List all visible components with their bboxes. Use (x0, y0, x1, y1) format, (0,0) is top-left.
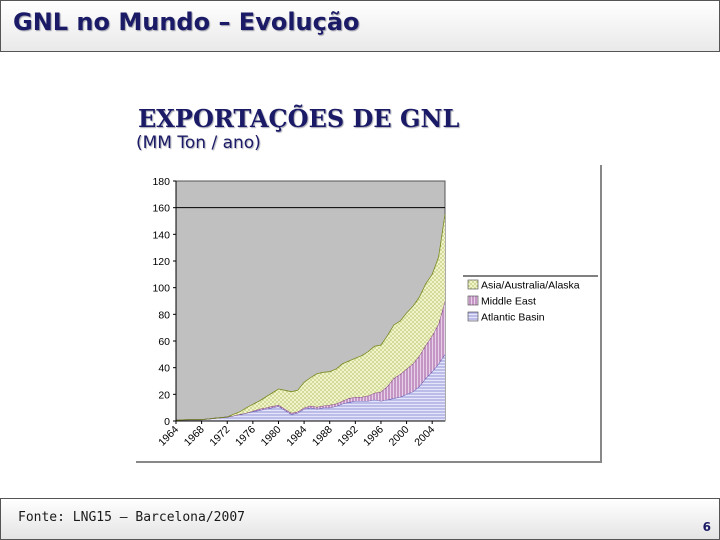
x-tick-label: 1976 (233, 424, 258, 449)
x-tick-label: 1992 (335, 424, 360, 449)
legend-label: Asia/Australia/Alaska (481, 280, 580, 292)
x-tick-label: 1984 (284, 424, 309, 449)
y-tick-label: 100 (152, 283, 170, 295)
x-tick-label: 1968 (182, 424, 207, 449)
legend-swatch (467, 279, 479, 290)
y-tick-label: 0 (164, 416, 170, 428)
y-tick-label: 160 (152, 203, 170, 215)
source-note: Fonte: LNG15 – Barcelona/2007 (18, 510, 245, 525)
x-tick-label: 2004 (412, 424, 437, 449)
y-tick-label: 140 (152, 229, 170, 241)
legend-swatch (467, 311, 479, 322)
x-tick-label: 1972 (207, 424, 232, 449)
footer-bar: Fonte: LNG15 – Barcelona/2007 6 (0, 498, 720, 540)
y-tick-label: 80 (158, 309, 170, 321)
legend-label: Atlantic Basin (481, 312, 545, 324)
legend-swatch (467, 295, 479, 306)
chart-container: 0 20 40 60 80 100 120 140 160 180 1964 1968 1972 1976… (136, 165, 602, 463)
x-tick-label: 1996 (361, 424, 386, 449)
area-edge-asia-australia-alaska (175, 214, 446, 421)
y-tick-label: 20 (158, 389, 170, 401)
lng-export-chart: 0 20 40 60 80 100 120 140 160 180 1964 1968 1972 1976… (152, 176, 598, 449)
x-tick-label: 1980 (259, 424, 284, 449)
x-tick-label: 2000 (387, 424, 412, 449)
slide-title: GNL no Mundo – Evolução (13, 8, 360, 36)
y-tick-label: 120 (152, 256, 170, 268)
page-number: 6 (702, 520, 711, 534)
x-tick-label: 1964 (156, 424, 181, 449)
y-tick-label: 40 (158, 363, 170, 375)
chart-heading: EXPORTAÇÕES DE GNL (138, 104, 460, 133)
x-tick-label: 1988 (310, 424, 335, 449)
y-tick-label: 60 (158, 336, 170, 348)
title-bar: GNL no Mundo – Evolução (0, 0, 720, 52)
area-atlantic-basin (176, 354, 445, 421)
chart-subheading: (MM Ton / ano) (136, 133, 261, 153)
area-asia-australia-alaska (176, 214, 445, 421)
y-tick-label: 180 (152, 176, 170, 188)
legend-label: Middle East (481, 296, 536, 308)
